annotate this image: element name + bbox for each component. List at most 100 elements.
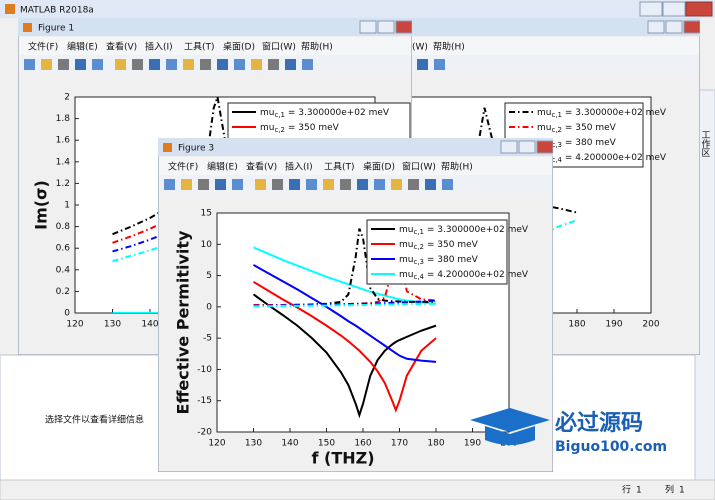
x-tick-label: 130 — [104, 320, 121, 330]
toolbar-button[interactable] — [306, 179, 317, 190]
window-title-bar — [158, 138, 553, 156]
y-tick-label: -20 — [197, 428, 212, 438]
series-line — [253, 246, 437, 305]
series-line — [252, 280, 437, 413]
toolbar-button[interactable] — [232, 179, 243, 190]
x-tick-label: 150 — [318, 439, 335, 449]
menu-bar — [19, 37, 411, 55]
legend-label: muc,3 = 380 meV — [399, 255, 479, 267]
toolbar-button[interactable] — [149, 59, 160, 70]
toolbar-button[interactable] — [215, 179, 226, 190]
legend-label: muc,1 = 3.300000e+02 meV — [399, 225, 529, 237]
y-tick-label: -5 — [203, 334, 212, 344]
y-tick-label: 1.2 — [56, 179, 70, 189]
legend-label: muc,1 = 3.300000e+02 meV — [260, 108, 390, 120]
legend-label: muc,2 = 350 meV — [399, 240, 479, 252]
maximize-button[interactable] — [518, 140, 536, 154]
menu-item[interactable]: 文件(F) — [168, 161, 198, 173]
maximize-button[interactable] — [662, 1, 686, 17]
menu-item[interactable]: 查看(V) — [106, 41, 137, 53]
menu-item[interactable]: 插入(I) — [285, 161, 313, 173]
toolbar-button[interactable] — [442, 179, 453, 190]
menu-item[interactable]: 窗口(W) — [262, 41, 296, 53]
y-tick-label: 5 — [206, 271, 212, 281]
x-tick-label: 120 — [66, 320, 83, 330]
minimize-button[interactable] — [647, 20, 665, 34]
menu-item[interactable]: 编辑(E) — [67, 41, 98, 53]
windows: 文件(F) 编辑(E) 查看(V) 插入(I) 工具(T) 桌面(D) 窗口(W) 帮助(H)… — [18, 18, 700, 472]
x-tick-label: 180 — [427, 439, 444, 449]
toolbar-button[interactable] — [115, 59, 126, 70]
toolbar-button[interactable] — [340, 179, 351, 190]
menu-item[interactable]: 工具(T) — [184, 42, 215, 53]
toolbar-button[interactable] — [408, 179, 419, 190]
series-line — [112, 185, 226, 244]
details-hint: 选择文件以查看详细信息 — [45, 414, 144, 426]
menu-item[interactable]: 编辑(E) — [207, 161, 238, 173]
toolbar-button[interactable] — [434, 59, 445, 70]
minimize-button[interactable] — [639, 1, 663, 17]
menu-item[interactable]: 桌面(D) — [223, 41, 255, 53]
y-tick-label: 2 — [64, 93, 70, 103]
toolbar-button[interactable] — [302, 59, 313, 70]
toolbar-button[interactable] — [75, 59, 86, 70]
x-tick-label: 170 — [391, 439, 408, 449]
toolbar-button[interactable] — [41, 59, 52, 70]
close-button[interactable] — [683, 20, 700, 34]
toolbar-button[interactable] — [234, 59, 245, 70]
menu-item[interactable]: 窗口(W) — [402, 161, 436, 173]
menu-item[interactable]: 帮助(H) — [433, 41, 465, 53]
status-bar — [0, 479, 715, 500]
toolbar-button[interactable] — [374, 179, 385, 190]
status-row: 1 — [636, 486, 642, 496]
legend-label: muc,2 = 350 meV — [537, 123, 617, 135]
toolbar-button[interactable] — [417, 59, 428, 70]
menu-item[interactable]: 帮助(H) — [301, 41, 333, 53]
status-row-label: 行 — [622, 484, 631, 496]
toolbar-button[interactable] — [181, 179, 192, 190]
series-line — [253, 302, 437, 308]
toolbar-button[interactable] — [272, 179, 283, 190]
minimize-button[interactable] — [500, 140, 518, 154]
toolbar-button[interactable] — [268, 59, 279, 70]
maximize-button[interactable] — [665, 20, 683, 34]
toolbar-button[interactable] — [166, 59, 177, 70]
watermark-icon — [470, 408, 550, 432]
side-tab[interactable]: 工作区 — [700, 130, 711, 157]
menu-item[interactable]: 帮助(H) — [441, 161, 473, 173]
toolbar-button[interactable] — [24, 59, 35, 70]
toolbar-button[interactable] — [391, 179, 402, 190]
toolbar-button[interactable] — [285, 59, 296, 70]
app-icon — [5, 4, 15, 14]
toolbar-button[interactable] — [200, 59, 211, 70]
toolbar-button[interactable] — [132, 59, 143, 70]
toolbar-button[interactable] — [425, 179, 436, 190]
toolbar-button[interactable] — [323, 179, 334, 190]
minimize-button[interactable] — [359, 20, 377, 34]
y-axis-label: Im(σ) — [32, 180, 51, 230]
maximize-button[interactable] — [377, 20, 395, 34]
menu-item[interactable]: 插入(I) — [145, 41, 173, 53]
menu-item[interactable]: 桌面(D) — [363, 161, 395, 173]
toolbar-button[interactable] — [289, 179, 300, 190]
toolbar-button[interactable] — [357, 179, 368, 190]
menu-item[interactable]: 查看(V) — [246, 161, 277, 173]
y-tick-label: 1 — [64, 201, 70, 211]
menu-item[interactable]: 文件(F) — [28, 41, 58, 53]
x-tick-label: 200 — [642, 320, 659, 330]
toolbar-button[interactable] — [251, 59, 262, 70]
toolbar-button[interactable] — [198, 179, 209, 190]
close-button[interactable] — [536, 140, 553, 154]
menu-item[interactable]: 工具(T) — [324, 162, 355, 173]
toolbar-button[interactable] — [217, 59, 228, 70]
series-line — [465, 107, 578, 216]
close-button[interactable] — [685, 1, 713, 17]
toolbar-button[interactable] — [164, 179, 175, 190]
close-button[interactable] — [395, 20, 412, 34]
toolbar-button[interactable] — [92, 59, 103, 70]
toolbar-button[interactable] — [255, 179, 266, 190]
legend-label: muc,2 = 350 meV — [260, 123, 340, 135]
toolbar-button[interactable] — [58, 59, 69, 70]
y-tick-label: 0 — [64, 309, 70, 319]
toolbar-button[interactable] — [183, 59, 194, 70]
